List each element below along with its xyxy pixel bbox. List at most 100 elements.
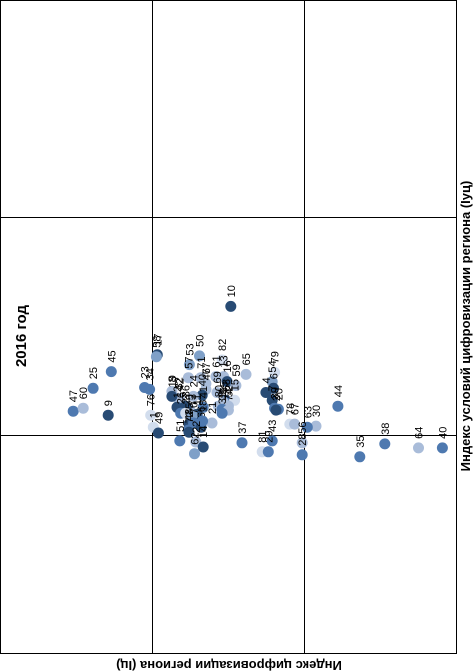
data-point-label: 38 xyxy=(380,423,392,435)
data-point xyxy=(266,435,278,447)
data-point-label: 5 xyxy=(184,394,196,400)
data-point xyxy=(436,442,448,454)
data-point-label: 63 xyxy=(302,406,314,418)
data-point-label: 71 xyxy=(196,356,208,368)
data-point xyxy=(216,354,228,366)
data-point-label: 44 xyxy=(333,385,345,397)
data-point xyxy=(225,300,237,312)
data-point-label: 14 xyxy=(198,426,210,438)
data-point-label: 81 xyxy=(257,431,269,443)
data-point-label: 78 xyxy=(285,403,297,415)
data-point-label: 73 xyxy=(187,394,199,406)
data-point-label: 6 xyxy=(269,373,281,379)
data-point xyxy=(269,366,281,378)
data-point xyxy=(183,359,195,371)
data-point xyxy=(102,409,114,421)
data-point xyxy=(67,405,79,417)
data-point-label: 40 xyxy=(437,427,449,439)
data-point xyxy=(183,426,195,438)
data-point xyxy=(197,441,209,453)
data-point xyxy=(289,418,301,430)
data-point xyxy=(354,451,366,463)
data-point-label: 23 xyxy=(140,366,152,378)
data-point-label: 2 xyxy=(271,395,283,401)
chart-title: 2016 год xyxy=(13,304,30,367)
data-point xyxy=(262,446,274,458)
data-point-label: 53 xyxy=(184,343,196,355)
data-point-label: 75 xyxy=(184,403,196,415)
data-point xyxy=(270,404,282,416)
data-point-label: 12 xyxy=(172,386,184,398)
data-point-label: 34 xyxy=(145,368,157,380)
data-point-label: 1 xyxy=(148,412,160,418)
data-point-label: 50 xyxy=(195,335,207,347)
data-point-label: 79 xyxy=(270,351,282,363)
data-point-label: 19 xyxy=(167,375,179,387)
data-point-label: 76 xyxy=(146,394,158,406)
data-point-label: 11 xyxy=(192,394,204,405)
data-point-label: 58 xyxy=(151,335,163,347)
data-point-label: 4 xyxy=(261,377,273,383)
data-point xyxy=(150,351,162,363)
data-point-label: 54 xyxy=(267,360,279,372)
data-point-label: 43 xyxy=(267,420,279,432)
data-point-label: 59 xyxy=(231,364,243,376)
data-point-label: 77 xyxy=(201,362,213,374)
x-axis-title: Индекс условий цифровизации региона (Iуц… xyxy=(458,181,473,472)
data-point-label: 60 xyxy=(78,387,90,399)
data-point xyxy=(301,421,313,433)
data-point xyxy=(194,350,205,362)
data-point xyxy=(77,402,89,414)
data-point xyxy=(105,366,117,378)
data-point xyxy=(236,437,248,449)
data-point-label: 3 xyxy=(181,394,193,400)
data-point-label: 41 xyxy=(198,386,210,398)
data-point-label: 69 xyxy=(212,371,224,383)
data-point-label: 46 xyxy=(201,368,213,380)
data-point-label: 35 xyxy=(355,436,367,448)
data-point-label: 42 xyxy=(175,378,187,390)
data-point-label: 64 xyxy=(414,427,426,439)
data-point-label: 49 xyxy=(153,412,165,424)
data-point-label: 10 xyxy=(226,285,238,297)
data-point-label: 36 xyxy=(181,385,193,397)
data-point-label: 45 xyxy=(106,350,118,362)
data-point-label: 74 xyxy=(223,389,235,401)
data-point-label: 20 xyxy=(273,388,285,400)
data-point xyxy=(210,371,222,383)
data-point xyxy=(310,420,322,432)
data-point xyxy=(332,400,344,412)
data-point-label: 80 xyxy=(213,385,225,397)
data-point xyxy=(196,389,208,401)
data-point-label: 47 xyxy=(68,390,80,402)
data-point-label: 65 xyxy=(241,353,253,365)
data-point-label: 52 xyxy=(223,385,235,397)
data-point-label: 8 xyxy=(167,376,179,382)
data-point-label: 62 xyxy=(190,432,202,444)
data-point-label: 18 xyxy=(198,400,210,412)
data-point-label: 33 xyxy=(217,392,229,404)
data-point xyxy=(182,372,194,384)
data-point-label: 32 xyxy=(173,377,185,389)
data-point-label: 67 xyxy=(290,403,302,415)
data-point xyxy=(296,449,308,461)
data-point-label: 9 xyxy=(103,400,115,406)
data-point-label: 24 xyxy=(188,375,200,387)
data-point-label: 40 xyxy=(197,374,209,386)
data-point-label: 82 xyxy=(217,339,229,351)
data-point-label: 56 xyxy=(297,422,309,434)
data-point xyxy=(296,437,308,449)
data-point xyxy=(216,407,228,419)
y-axis-title: Индекс цифровизации региона (Iц) xyxy=(116,658,342,672)
data-point xyxy=(187,390,199,402)
data-point-label: 66 xyxy=(196,406,208,418)
data-point xyxy=(189,448,200,460)
data-point xyxy=(221,376,233,388)
data-point-label: 55 xyxy=(218,381,230,393)
data-point-label: 48 xyxy=(183,409,195,421)
data-point xyxy=(174,435,186,447)
data-point-label: 72 xyxy=(184,411,196,423)
data-point xyxy=(144,383,156,395)
